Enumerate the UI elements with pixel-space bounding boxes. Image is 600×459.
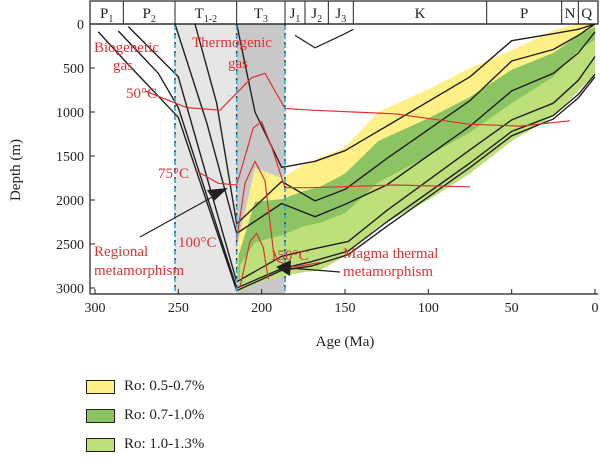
legend-label: Ro: 0.7-1.0% — [124, 407, 205, 423]
isotherm-label-150: 150°C — [270, 248, 309, 264]
annotation-thermogenic-gas: gas — [228, 56, 248, 72]
x-tick-label: 200 — [251, 301, 272, 316]
period-label-9: N — [565, 6, 576, 22]
legend-item-ro-05-07: Ro: 0.5-0.7% — [86, 372, 204, 401]
x-axis-title: Age (Ma) — [316, 334, 375, 350]
ro-band-2 — [240, 39, 595, 293]
annotation-magma-metamorphism: metamorphism — [343, 264, 433, 280]
legend-item-ro-07-10: Ro: 0.7-1.0% — [86, 401, 204, 430]
annotation-magma-thermal: Magma thermal — [343, 246, 438, 262]
annotation-regional-metamorphism: metamorphism — [94, 263, 184, 279]
period-label-8: P — [520, 6, 528, 22]
legend-swatch — [86, 379, 115, 394]
period-label-3: T3 — [254, 6, 268, 25]
legend-swatch — [86, 408, 115, 423]
annotation-thermogenic: Thermogenic — [192, 35, 272, 51]
period-label-4: J1 — [290, 6, 301, 25]
y-tick-label: 1000 — [56, 106, 84, 121]
legend-item-ro-10-13: Ro: 1.0-1.3% — [86, 430, 204, 459]
isotherm-line-1 — [194, 121, 471, 189]
isotherm-line-3 — [239, 232, 269, 288]
period-label-5: J2 — [311, 6, 322, 25]
period-label-0: P1 — [100, 6, 113, 25]
y-tick-label: 500 — [63, 62, 84, 77]
y-tick-label: 2500 — [56, 238, 84, 253]
burial-line-4 — [194, 23, 596, 225]
y-tick-label: 0 — [77, 18, 84, 33]
y-tick-label: 2000 — [56, 194, 84, 209]
burial-line-1 — [117, 30, 596, 289]
x-tick-label: 50 — [505, 301, 519, 316]
annotation-biogenetic-gas: gas — [113, 58, 133, 74]
period-bar: P1 P2 T1-2 T3 J1 J2 J3 K P N Q — [89, 0, 599, 49]
legend-swatch — [86, 437, 115, 452]
uplift-profile — [294, 28, 354, 49]
burial-line-3 — [174, 23, 596, 235]
period-label-1: P2 — [142, 6, 155, 25]
period-label-10: Q — [581, 6, 592, 22]
period-label-6: J3 — [335, 6, 346, 25]
x-tick-label: 100 — [418, 301, 439, 316]
period-label-2: T1-2 — [195, 6, 218, 25]
boundary-lines-layer — [174, 24, 286, 294]
isotherm-label-50: 50°C — [126, 86, 157, 102]
x-tick-label: 300 — [85, 301, 106, 316]
x-tick-label: 150 — [335, 301, 356, 316]
regional-arrow — [139, 188, 228, 238]
legend-label: Ro: 0.5-0.7% — [124, 378, 205, 394]
period-label-7: K — [415, 6, 426, 22]
ro-band-1 — [238, 26, 596, 280]
x-tick-label: 250 — [168, 301, 189, 316]
isotherm-label-100: 100°C — [178, 235, 217, 251]
y-tick-label: 3000 — [56, 282, 84, 297]
burial-line-2 — [127, 26, 596, 283]
isotherm-line-2 — [236, 160, 321, 268]
x-tick-label: 0 — [592, 301, 599, 316]
y-tick-label: 1500 — [56, 150, 84, 165]
isotherm-label-75: 75°C — [158, 166, 189, 182]
legend: Ro: 0.5-0.7% Ro: 0.7-1.0% Ro: 1.0-1.3% — [86, 372, 204, 459]
ro-bands-layer — [235, 24, 596, 293]
annotation-regional: Regional — [94, 244, 148, 260]
burial-line-0 — [97, 31, 596, 292]
annotation-biogenetic: Biogenetic — [94, 40, 159, 56]
y-axis-title: Depth (m) — [8, 139, 24, 201]
magma-arrow — [276, 260, 341, 276]
legend-label: Ro: 1.0-1.3% — [124, 436, 205, 452]
